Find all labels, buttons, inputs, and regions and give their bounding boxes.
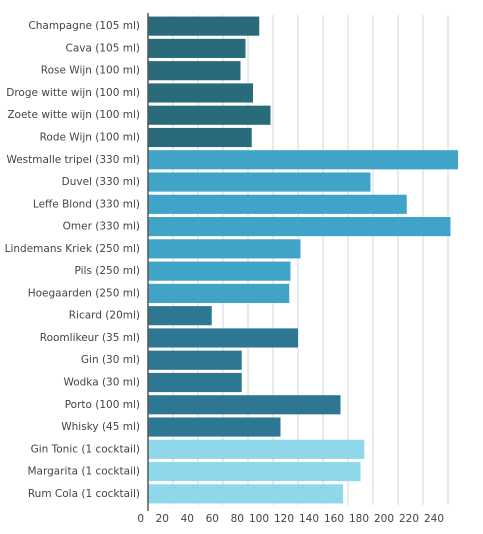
y-tick-label: Whisky (45 ml) <box>61 421 140 433</box>
y-tick-label: Hoegaarden (250 ml) <box>28 287 140 299</box>
bar <box>148 194 407 214</box>
y-tick-label: Leffe Blond (330 ml) <box>33 198 140 210</box>
bar <box>148 372 242 393</box>
y-tick-label: Champagne (105 ml) <box>28 20 140 32</box>
y-tick-label: Droge witte wijn (100 ml) <box>6 87 140 99</box>
bar <box>148 83 253 103</box>
x-tick-label: 220 <box>399 513 419 525</box>
x-tick-label: 160 <box>324 513 344 525</box>
x-tick-label: 40 <box>181 513 194 525</box>
bar <box>148 105 271 125</box>
y-tick-label: Pils (250 ml) <box>75 265 140 277</box>
y-tick-label: Margarita (1 cocktail) <box>28 466 141 478</box>
y-tick-label: Rode Wijn (100 ml) <box>40 132 140 144</box>
y-tick-label: Cava (105 ml) <box>66 42 140 54</box>
bar <box>148 239 301 259</box>
y-tick-label: Omer (330 ml) <box>63 221 140 233</box>
bar <box>148 439 365 459</box>
bar <box>148 328 298 348</box>
bar <box>148 217 451 237</box>
x-tick-label: 0 <box>137 513 144 525</box>
x-tick-label: 60 <box>206 513 219 525</box>
x-tick-label: 120 <box>274 513 294 525</box>
y-tick-label: Roomlikeur (35 ml) <box>40 332 140 344</box>
x-tick-label: 180 <box>349 513 369 525</box>
bar <box>148 38 246 58</box>
y-tick-label: Gin Tonic (1 cocktail) <box>31 443 140 455</box>
bar <box>148 417 281 437</box>
y-tick-label: Westmalle tripel (330 ml) <box>6 154 140 166</box>
bar <box>148 395 341 415</box>
y-tick-label: Duvel (330 ml) <box>62 176 140 188</box>
y-tick-label: Lindemans Kriek (250 ml) <box>5 243 140 255</box>
x-tick-label: 140 <box>299 513 319 525</box>
y-tick-label: Rose Wijn (100 ml) <box>41 65 140 77</box>
x-tick-label: 80 <box>231 513 244 525</box>
y-tick-label: Wodka (30 ml) <box>63 377 140 389</box>
bar <box>148 150 458 170</box>
bar <box>148 484 343 504</box>
bar <box>148 172 371 192</box>
y-tick-label: Rum Cola (1 cocktail) <box>28 488 140 500</box>
bar <box>148 127 252 148</box>
bar <box>148 283 290 303</box>
y-tick-label: Porto (100 ml) <box>65 399 140 411</box>
y-tick-label: Ricard (20ml) <box>69 310 140 322</box>
bar <box>148 462 361 482</box>
x-tick-label: 20 <box>156 513 169 525</box>
x-tick-label: 100 <box>249 513 269 525</box>
x-tick-label: 240 <box>424 513 444 525</box>
y-tick-label: Gin (30 ml) <box>81 354 140 366</box>
bar <box>148 16 260 36</box>
y-tick-label: Zoete witte wijn (100 ml) <box>7 109 140 121</box>
x-tick-label: 200 <box>374 513 394 525</box>
bar <box>148 306 212 326</box>
bar <box>148 261 291 281</box>
bar <box>148 350 242 370</box>
bar <box>148 61 241 81</box>
